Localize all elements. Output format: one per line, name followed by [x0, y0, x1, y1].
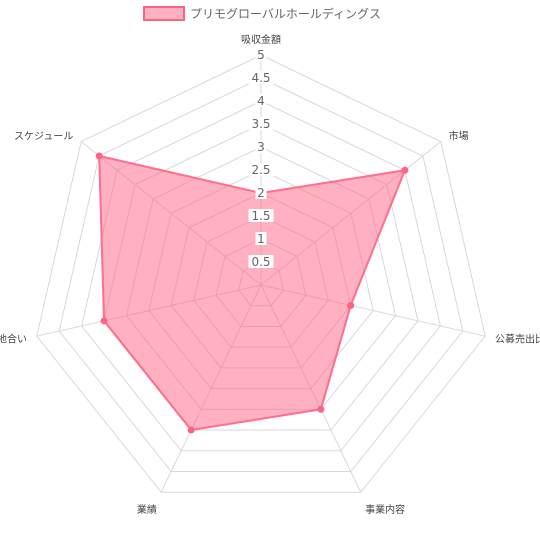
tick-label: 4: [257, 94, 265, 108]
radar-series: [95, 152, 409, 434]
axis-label: 業績: [137, 503, 157, 516]
tick-label-backdrop: [255, 94, 267, 107]
tick-label: 4.5: [251, 71, 270, 85]
data-point[interactable]: [95, 152, 103, 160]
radial-tick-labels: 0.5 1 1.5 2 2.5 3 3.5 4 4.5 5: [248, 48, 274, 269]
tick-label: 2: [257, 186, 265, 200]
data-point[interactable]: [100, 317, 108, 325]
axis-label: 公募売出比: [495, 332, 540, 345]
axis-label: 地合い: [0, 332, 27, 345]
axis-label: 市場: [449, 129, 469, 142]
axis-label: 事業内容: [365, 503, 405, 516]
tick-label-backdrop: [248, 209, 274, 222]
tick-label-backdrop: [248, 255, 274, 268]
tick-label: 2.5: [251, 163, 270, 177]
data-point[interactable]: [317, 405, 325, 413]
tick-label-backdrop: [255, 140, 267, 153]
grid-ring: [36, 54, 486, 493]
data-point[interactable]: [187, 426, 195, 434]
tick-label: 3: [257, 140, 265, 154]
tick-label-backdrop: [248, 71, 274, 84]
tick-label: 0.5: [251, 255, 270, 269]
tick-label: 1.5: [251, 209, 270, 223]
grid-ring: [58, 77, 464, 472]
tick-label-backdrop: [248, 163, 274, 176]
data-point[interactable]: [401, 166, 409, 174]
axis-label: 吸収金額: [241, 33, 281, 46]
series-area[interactable]: [98, 154, 407, 432]
legend-swatch[interactable]: [143, 6, 185, 21]
tick-label: 5: [257, 48, 265, 62]
tick-label-backdrop: [255, 232, 267, 245]
tick-label: 1: [257, 232, 265, 246]
tick-label-backdrop: [248, 117, 274, 130]
data-point[interactable]: [347, 301, 355, 309]
axis-label: スケジュール: [14, 130, 73, 142]
tick-label: 3.5: [251, 117, 270, 131]
tick-label-backdrop: [255, 186, 267, 199]
legend-label[interactable]: プリモグローバルホールディングス: [190, 6, 381, 21]
tick-label-backdrop: [255, 48, 267, 61]
legend[interactable]: プリモグローバルホールディングス: [143, 6, 381, 21]
